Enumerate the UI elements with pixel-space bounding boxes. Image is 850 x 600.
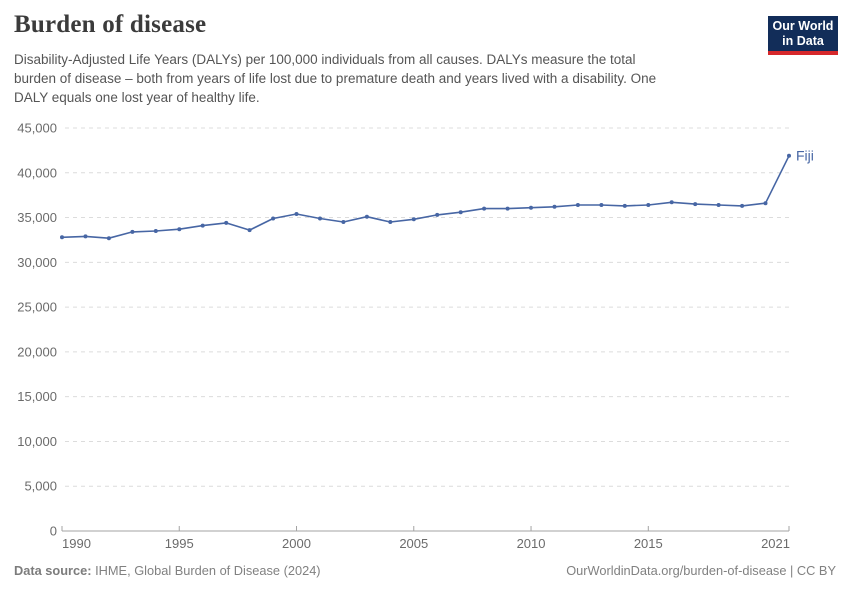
data-point	[505, 206, 510, 211]
y-tick-label: 35,000	[17, 210, 57, 225]
y-tick-label: 25,000	[17, 300, 57, 315]
y-tick-label: 0	[50, 524, 57, 539]
data-line	[61, 154, 790, 239]
data-point	[763, 201, 768, 206]
data-point	[153, 229, 158, 233]
data-point	[458, 210, 463, 215]
data-point	[411, 217, 416, 222]
y-tick-label: 40,000	[17, 165, 57, 180]
line-chart[interactable]: 0 5,000 10,000 15,000 20,000 25,000 30,000 35,0…	[0, 115, 850, 565]
data-point	[200, 223, 205, 228]
x-tick-label: 2021	[761, 536, 790, 551]
x-tick-label: 1990	[62, 536, 91, 551]
data-source: Data source: IHME, Global Burden of Dise…	[14, 563, 321, 578]
data-point	[646, 203, 651, 207]
y-tick-label: 10,000	[17, 434, 57, 449]
data-source-label: Data source:	[14, 563, 92, 578]
subtitle-line: burden of disease – both from years of l…	[14, 70, 657, 86]
entity-label: Fiji	[796, 147, 814, 163]
data-point	[599, 203, 604, 207]
data-point	[318, 216, 322, 221]
data-point	[435, 212, 440, 217]
data-point	[106, 236, 111, 241]
data-point	[482, 206, 487, 211]
data-point	[224, 220, 229, 225]
x-tick-label: 1995	[165, 536, 194, 551]
data-point	[83, 234, 88, 239]
data-point	[552, 204, 557, 209]
data-point	[740, 203, 745, 208]
data-point	[247, 228, 252, 233]
data-point	[716, 203, 721, 207]
x-tick-label: 2000	[282, 536, 311, 551]
owid-logo-line2: in Data	[782, 34, 824, 48]
footer-link[interactable]: OurWorldinData.org/burden-of-disease | C…	[566, 563, 836, 578]
data-point	[60, 235, 64, 240]
x-tick-label: 2010	[517, 536, 546, 551]
chart-canvas: 0 5,000 10,000 15,000 20,000 25,000 30,000 35,0…	[17, 121, 814, 552]
data-point	[177, 227, 182, 232]
subtitle-line: Disability-Adjusted Life Years (DALYs) p…	[14, 52, 636, 67]
data-source-text: IHME, Global Burden of Disease (2024)	[95, 563, 321, 578]
x-tick-label: 2015	[634, 536, 663, 551]
data-point	[388, 220, 393, 224]
subtitle-line: DALY equals one lost year of healthy lif…	[14, 89, 260, 105]
owid-logo-line1: Our World	[772, 19, 834, 33]
data-point	[341, 220, 346, 224]
owid-logo[interactable]: Our World in Data	[768, 16, 838, 55]
page-title: Burden of disease	[14, 11, 207, 38]
data-point	[364, 214, 369, 219]
chart-footer: Data source: IHME, Global Burden of Dise…	[14, 563, 836, 578]
data-point	[294, 212, 299, 216]
data-point	[271, 216, 276, 221]
y-tick-label: 5,000	[24, 479, 57, 494]
chart-subtitle: Disability-Adjusted Life Years (DALYs) p…	[14, 51, 656, 107]
y-tick-label: 15,000	[17, 389, 57, 404]
data-point	[575, 203, 580, 207]
data-point	[130, 229, 135, 234]
y-tick-label: 20,000	[17, 344, 57, 359]
data-point	[787, 153, 791, 158]
data-point	[669, 200, 674, 205]
y-tick-label: 30,000	[17, 255, 57, 270]
y-tick-label: 45,000	[17, 121, 57, 136]
data-point	[529, 205, 533, 210]
x-tick-label: 2005	[399, 536, 428, 551]
data-point	[622, 203, 627, 208]
data-point	[693, 202, 698, 207]
